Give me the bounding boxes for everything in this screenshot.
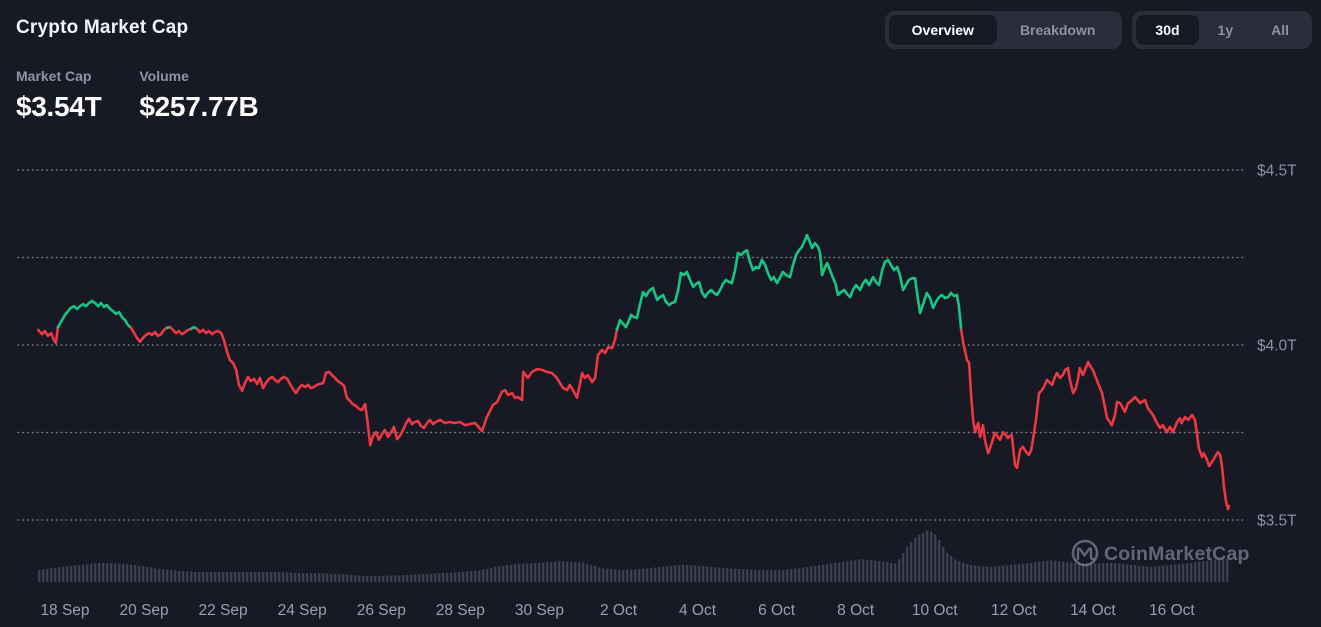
stats-row: Market Cap $3.54T Volume $257.77B [16, 68, 259, 123]
price-line-segment [959, 328, 1231, 511]
svg-text:30 Sep: 30 Sep [515, 602, 564, 619]
view-toggle-breakdown[interactable]: Breakdown [997, 15, 1118, 45]
svg-text:20 Sep: 20 Sep [120, 602, 169, 619]
range-toggle-all[interactable]: All [1252, 15, 1308, 45]
market-cap-stat: Market Cap $3.54T [16, 68, 102, 123]
svg-text:22 Sep: 22 Sep [199, 602, 248, 619]
market-cap-label: Market Cap [16, 68, 92, 84]
svg-text:26 Sep: 26 Sep [357, 602, 406, 619]
svg-text:4 Oct: 4 Oct [679, 602, 717, 619]
svg-text:2 Oct: 2 Oct [600, 602, 638, 619]
volume-label: Volume [139, 68, 189, 84]
y-axis-labels: $4.5T $4.0T $3.5T [1257, 163, 1297, 530]
volume-value: $257.77B [139, 91, 259, 122]
price-line-segment [36, 325, 60, 345]
volume-bars [38, 530, 1229, 582]
watermark-text: CoinMarketCap [1104, 543, 1250, 565]
svg-text:16 Oct: 16 Oct [1149, 602, 1195, 619]
coinmarketcap-logo-icon [1071, 539, 1099, 567]
grid [17, 169, 1247, 521]
svg-text:6 Oct: 6 Oct [758, 602, 796, 619]
price-line-segment [195, 327, 619, 447]
svg-text:14 Oct: 14 Oct [1070, 602, 1116, 619]
range-toggle: 30d 1y All [1132, 11, 1312, 49]
svg-text:28 Sep: 28 Sep [436, 602, 485, 619]
chart-controls: Overview Breakdown 30d 1y All [884, 11, 1312, 49]
x-axis-labels: 18 Sep 20 Sep 22 Sep 24 Sep 26 Sep 28 Sep 30 S… [40, 602, 1195, 619]
price-line [36, 233, 1231, 511]
view-toggle: Overview Breakdown [884, 11, 1123, 49]
price-line-segment [168, 325, 193, 336]
range-toggle-30d[interactable]: 30d [1136, 15, 1199, 45]
svg-text:$3.5T: $3.5T [1257, 513, 1297, 530]
page-title: Crypto Market Cap [16, 17, 189, 38]
range-toggle-1y[interactable]: 1y [1199, 15, 1253, 45]
svg-text:$4.5T: $4.5T [1257, 163, 1297, 180]
view-toggle-overview[interactable]: Overview [888, 15, 997, 45]
price-line-segment [56, 299, 133, 330]
price-line-segment [129, 326, 169, 344]
volume-stat: Volume $257.77B [139, 68, 258, 123]
watermark: CoinMarketCap [1071, 539, 1250, 567]
svg-text:12 Oct: 12 Oct [991, 602, 1037, 619]
svg-text:24 Sep: 24 Sep [278, 602, 327, 619]
svg-text:$4.0T: $4.0T [1257, 338, 1297, 355]
price-line-segment [615, 233, 963, 332]
market-cap-value: $3.54T [16, 91, 102, 122]
svg-text:10 Oct: 10 Oct [912, 602, 958, 619]
svg-text:18 Sep: 18 Sep [40, 602, 89, 619]
svg-text:8 Oct: 8 Oct [837, 602, 875, 619]
